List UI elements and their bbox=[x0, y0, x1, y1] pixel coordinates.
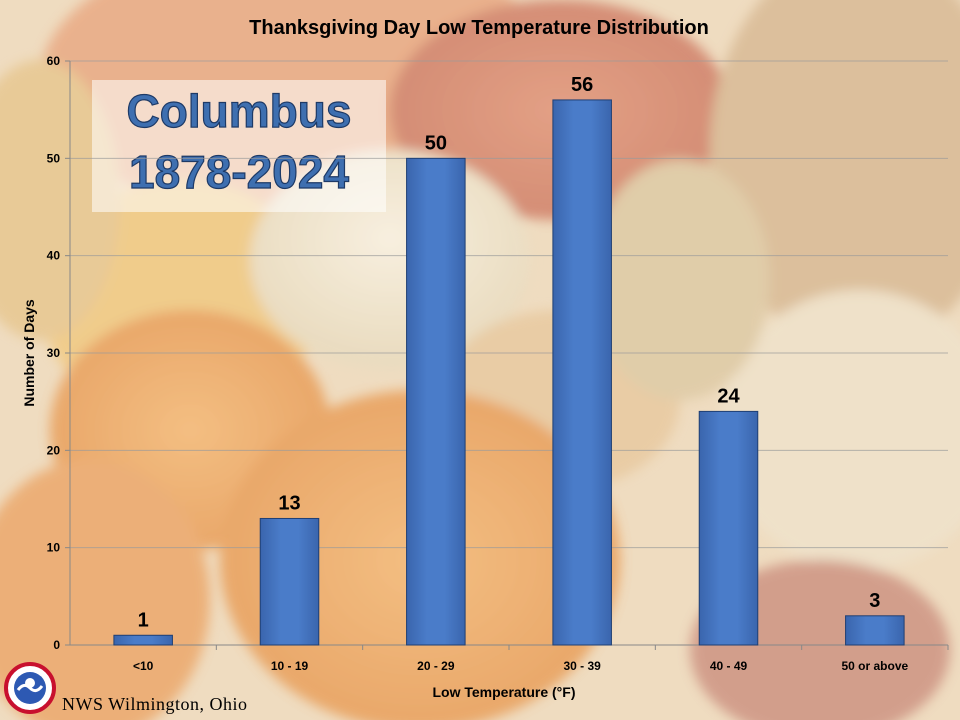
y-tick-label: 20 bbox=[47, 443, 61, 457]
annotation-city: Columbus bbox=[127, 85, 352, 137]
nws-logo-icon bbox=[4, 662, 56, 714]
data-label: 50 bbox=[425, 132, 447, 154]
x-tick-label: 30 - 39 bbox=[563, 659, 601, 673]
data-label: 3 bbox=[869, 590, 880, 612]
x-tick-label: 40 - 49 bbox=[710, 659, 748, 673]
x-tick-label: 20 - 29 bbox=[417, 659, 455, 673]
y-axis-ticks: 0 10 20 30 40 50 60 bbox=[47, 54, 70, 652]
bar bbox=[406, 157, 466, 646]
x-tick-label: 50 or above bbox=[841, 659, 908, 673]
chart-title: Thanksgiving Day Low Temperature Distrib… bbox=[249, 17, 709, 39]
data-label: 56 bbox=[571, 74, 593, 96]
y-tick-label: 40 bbox=[47, 249, 61, 263]
bar bbox=[845, 615, 905, 646]
annotation-years: 1878-2024 bbox=[129, 146, 349, 198]
y-tick-label: 0 bbox=[53, 638, 60, 652]
x-tick-label: 10 - 19 bbox=[271, 659, 309, 673]
x-tick-label: <10 bbox=[133, 659, 154, 673]
x-axis-ticks: <10 10 - 19 20 - 29 30 - 39 40 - 49 50 or abo… bbox=[133, 645, 949, 673]
x-axis-title: Low Temperature (°F) bbox=[432, 684, 575, 700]
y-tick-label: 50 bbox=[47, 151, 61, 165]
data-label: 1 bbox=[138, 609, 149, 631]
bar bbox=[552, 99, 612, 646]
data-label: 13 bbox=[278, 492, 300, 514]
gridlines bbox=[70, 60, 948, 549]
y-axis-title: Number of Days bbox=[21, 299, 37, 407]
data-label: 24 bbox=[717, 385, 740, 407]
y-tick-label: 10 bbox=[47, 541, 61, 555]
bar bbox=[259, 517, 320, 646]
annotation-box: Columbus 1878-2024 bbox=[92, 80, 386, 212]
bars bbox=[113, 99, 905, 646]
bar bbox=[113, 634, 173, 646]
y-tick-label: 60 bbox=[47, 54, 61, 68]
bar bbox=[698, 410, 759, 646]
data-labels: 1 13 50 56 24 3 bbox=[138, 74, 881, 631]
y-tick-label: 30 bbox=[47, 346, 61, 360]
footer-office: NWS Wilmington, Ohio bbox=[62, 694, 247, 714]
